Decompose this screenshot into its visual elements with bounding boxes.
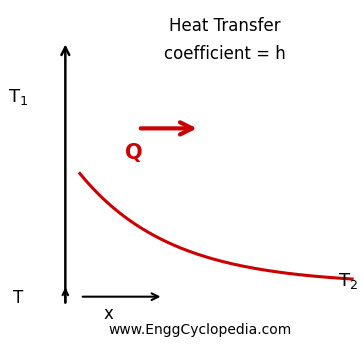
Text: www.EnggCyclopedia.com: www.EnggCyclopedia.com [108,323,291,337]
Text: T: T [13,289,23,307]
Text: Q: Q [126,143,143,163]
Text: coefficient = h: coefficient = h [164,45,286,63]
Text: x: x [104,305,114,323]
Text: Heat Transfer: Heat Transfer [169,17,281,35]
Text: T$_1$: T$_1$ [8,87,28,107]
Text: T$_2$: T$_2$ [338,271,358,291]
